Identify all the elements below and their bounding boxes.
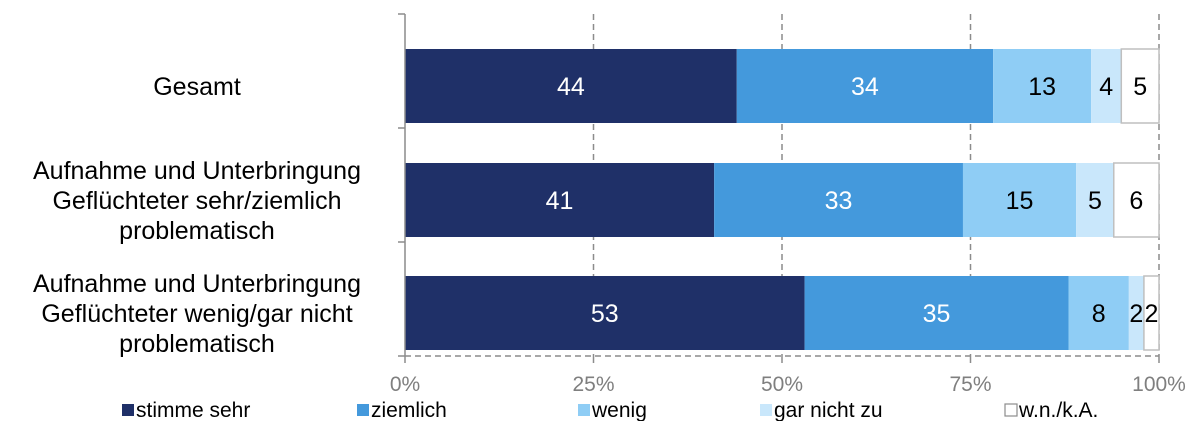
data-label: 4 bbox=[1099, 73, 1113, 101]
data-label: 5 bbox=[1088, 187, 1102, 215]
category-label: Gesamt bbox=[153, 73, 241, 101]
data-label: 6 bbox=[1129, 187, 1143, 215]
category-label: Geflüchteter wenig/gar nicht bbox=[41, 300, 352, 328]
x-tick-label: 25% bbox=[572, 373, 614, 396]
bar-segment bbox=[962, 163, 1077, 237]
legend-swatch bbox=[1004, 403, 1018, 417]
axes bbox=[398, 13, 1160, 363]
data-label: 41 bbox=[546, 187, 574, 215]
category-label: Aufnahme und Unterbringung bbox=[33, 157, 361, 185]
legend-swatch bbox=[122, 404, 134, 416]
data-label: 15 bbox=[1006, 187, 1034, 215]
category-label: Geflüchteter sehr/ziemlich bbox=[52, 187, 341, 215]
data-label: 2 bbox=[1145, 300, 1159, 328]
bar-segment bbox=[405, 49, 737, 123]
data-label: 35 bbox=[923, 300, 951, 328]
legend-label: ziemlich bbox=[371, 399, 447, 421]
legend-swatch bbox=[760, 404, 772, 416]
bar-segment bbox=[405, 163, 715, 237]
category-label: Aufnahme und Unterbringung bbox=[33, 270, 361, 298]
bar-segment bbox=[1113, 162, 1160, 238]
x-tick-label: 100% bbox=[1132, 373, 1186, 396]
bar-segment bbox=[405, 276, 805, 350]
category-label: problematisch bbox=[119, 217, 275, 245]
data-label: 33 bbox=[825, 187, 853, 215]
legend-label: gar nicht zu bbox=[774, 399, 883, 421]
bar-segment bbox=[1143, 275, 1160, 351]
data-label: 8 bbox=[1092, 300, 1106, 328]
legend-swatch bbox=[578, 404, 590, 416]
bar-segment bbox=[1068, 276, 1129, 350]
bar-segment bbox=[1120, 48, 1160, 124]
bar-segment bbox=[1091, 49, 1122, 123]
bar-segment bbox=[1128, 276, 1144, 350]
data-label: 2 bbox=[1129, 300, 1143, 328]
data-label: 44 bbox=[557, 73, 585, 101]
x-tick-label: 75% bbox=[949, 373, 991, 396]
legend: stimme sehr ziemlich wenig gar nicht zu w.n.… bbox=[122, 399, 1098, 421]
category-label: problematisch bbox=[119, 330, 275, 358]
bar-segment bbox=[804, 276, 1069, 350]
legend-swatch bbox=[357, 404, 369, 416]
data-label: 34 bbox=[851, 73, 879, 101]
bar-segment bbox=[736, 49, 994, 123]
legend-label: wenig bbox=[591, 399, 647, 421]
data-label: 13 bbox=[1028, 73, 1056, 101]
bar-segment bbox=[714, 163, 963, 237]
x-tick-label: 50% bbox=[761, 373, 803, 396]
bar-segment bbox=[993, 49, 1092, 123]
x-tick-labels: 0% 25% 50% 75% 100% bbox=[390, 373, 1186, 396]
x-tick-label: 0% bbox=[390, 373, 420, 396]
legend-label: w.n./k.A. bbox=[1018, 399, 1098, 421]
data-label: 53 bbox=[591, 300, 619, 328]
legend-label: stimme sehr bbox=[136, 399, 250, 421]
data-label: 5 bbox=[1133, 73, 1147, 101]
bar-series: 44 34 13 4 541 33 15 5 653 35 8 2 2 bbox=[405, 48, 1160, 351]
bar-segment bbox=[1076, 163, 1114, 237]
